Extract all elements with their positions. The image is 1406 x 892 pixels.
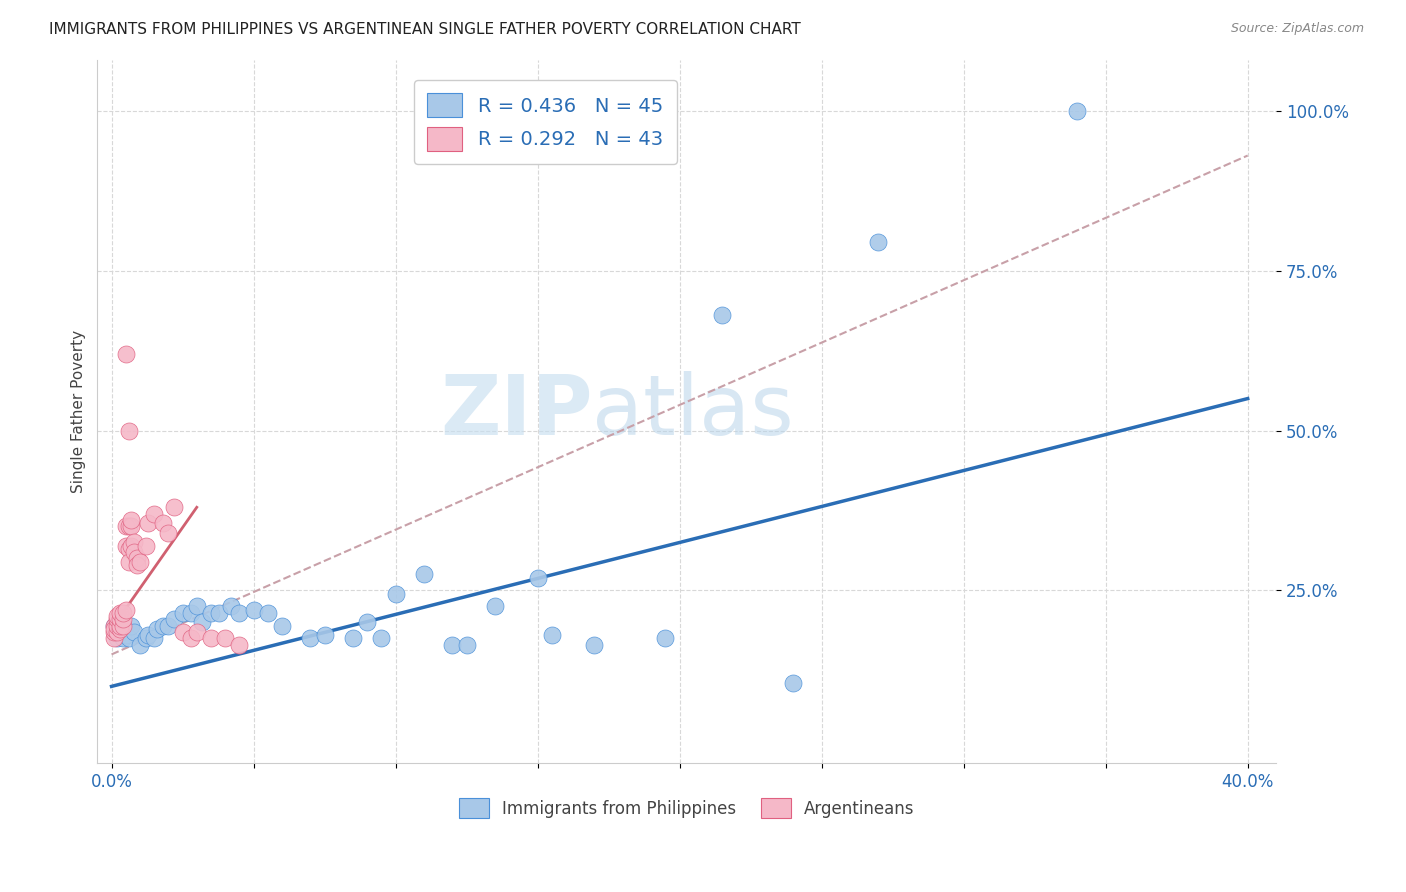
Point [108, 625, 131, 640]
Point [143, 507, 166, 521]
Point [120, 618, 142, 632]
Point [271, 618, 294, 632]
Point [172, 625, 194, 640]
Point [111, 618, 134, 632]
Point [172, 606, 194, 620]
Point [180, 632, 202, 646]
Legend: Immigrants from Philippines, Argentineans: Immigrants from Philippines, Argentinean… [451, 791, 921, 825]
Point [540, 628, 562, 642]
Point [138, 628, 160, 642]
Point [120, 513, 142, 527]
Point [186, 599, 208, 614]
Point [242, 602, 264, 616]
Point [120, 519, 142, 533]
Point [138, 516, 160, 531]
Point [186, 625, 208, 640]
Point [108, 606, 131, 620]
Point [103, 632, 125, 646]
Text: Source: ZipAtlas.com: Source: ZipAtlas.com [1230, 22, 1364, 36]
Point [200, 606, 222, 620]
Point [654, 632, 676, 646]
Point [127, 551, 149, 566]
Point [456, 638, 478, 652]
Point [157, 525, 180, 540]
Point [103, 622, 125, 636]
Point [342, 632, 364, 646]
Point [114, 519, 136, 533]
Point [711, 309, 734, 323]
Point [228, 638, 250, 652]
Point [384, 587, 406, 601]
Point [108, 618, 131, 632]
Point [208, 606, 231, 620]
Point [108, 612, 131, 626]
Y-axis label: Single Father Poverty: Single Father Poverty [72, 330, 86, 493]
Point [124, 535, 146, 549]
Point [314, 628, 336, 642]
Point [782, 676, 804, 690]
Point [1066, 103, 1088, 118]
Point [219, 599, 242, 614]
Point [108, 622, 131, 636]
Point [143, 632, 166, 646]
Point [127, 558, 149, 572]
Point [180, 606, 202, 620]
Point [105, 609, 128, 624]
Point [114, 539, 136, 553]
Point [105, 625, 128, 640]
Point [299, 632, 322, 646]
Point [484, 599, 506, 614]
Point [163, 612, 186, 626]
Point [129, 638, 152, 652]
Text: atlas: atlas [592, 371, 794, 452]
Point [135, 632, 157, 646]
Point [105, 612, 128, 626]
Point [117, 555, 139, 569]
Point [114, 628, 136, 642]
Point [103, 618, 125, 632]
Point [214, 632, 236, 646]
Point [120, 539, 142, 553]
Point [111, 612, 134, 626]
Point [129, 555, 152, 569]
Point [200, 632, 222, 646]
Point [163, 500, 186, 515]
Point [146, 622, 169, 636]
Point [103, 618, 125, 632]
Text: IMMIGRANTS FROM PHILIPPINES VS ARGENTINEAN SINGLE FATHER POVERTY CORRELATION CHA: IMMIGRANTS FROM PHILIPPINES VS ARGENTINE… [49, 22, 801, 37]
Point [526, 571, 548, 585]
Text: ZIP: ZIP [440, 371, 592, 452]
Point [583, 638, 606, 652]
Point [117, 541, 139, 556]
Point [114, 347, 136, 361]
Point [157, 618, 180, 632]
Point [135, 539, 157, 553]
Point [111, 632, 134, 646]
Point [111, 606, 134, 620]
Point [152, 516, 174, 531]
Point [228, 606, 250, 620]
Point [117, 632, 139, 646]
Point [413, 567, 436, 582]
Point [124, 545, 146, 559]
Point [370, 632, 392, 646]
Point [256, 606, 278, 620]
Point [152, 618, 174, 632]
Point [124, 625, 146, 640]
Point [441, 638, 464, 652]
Point [103, 625, 125, 640]
Point [105, 618, 128, 632]
Point [356, 615, 378, 630]
Point [191, 615, 214, 630]
Point [114, 602, 136, 616]
Point [117, 424, 139, 438]
Point [117, 519, 139, 533]
Point [105, 632, 128, 646]
Point [868, 235, 890, 249]
